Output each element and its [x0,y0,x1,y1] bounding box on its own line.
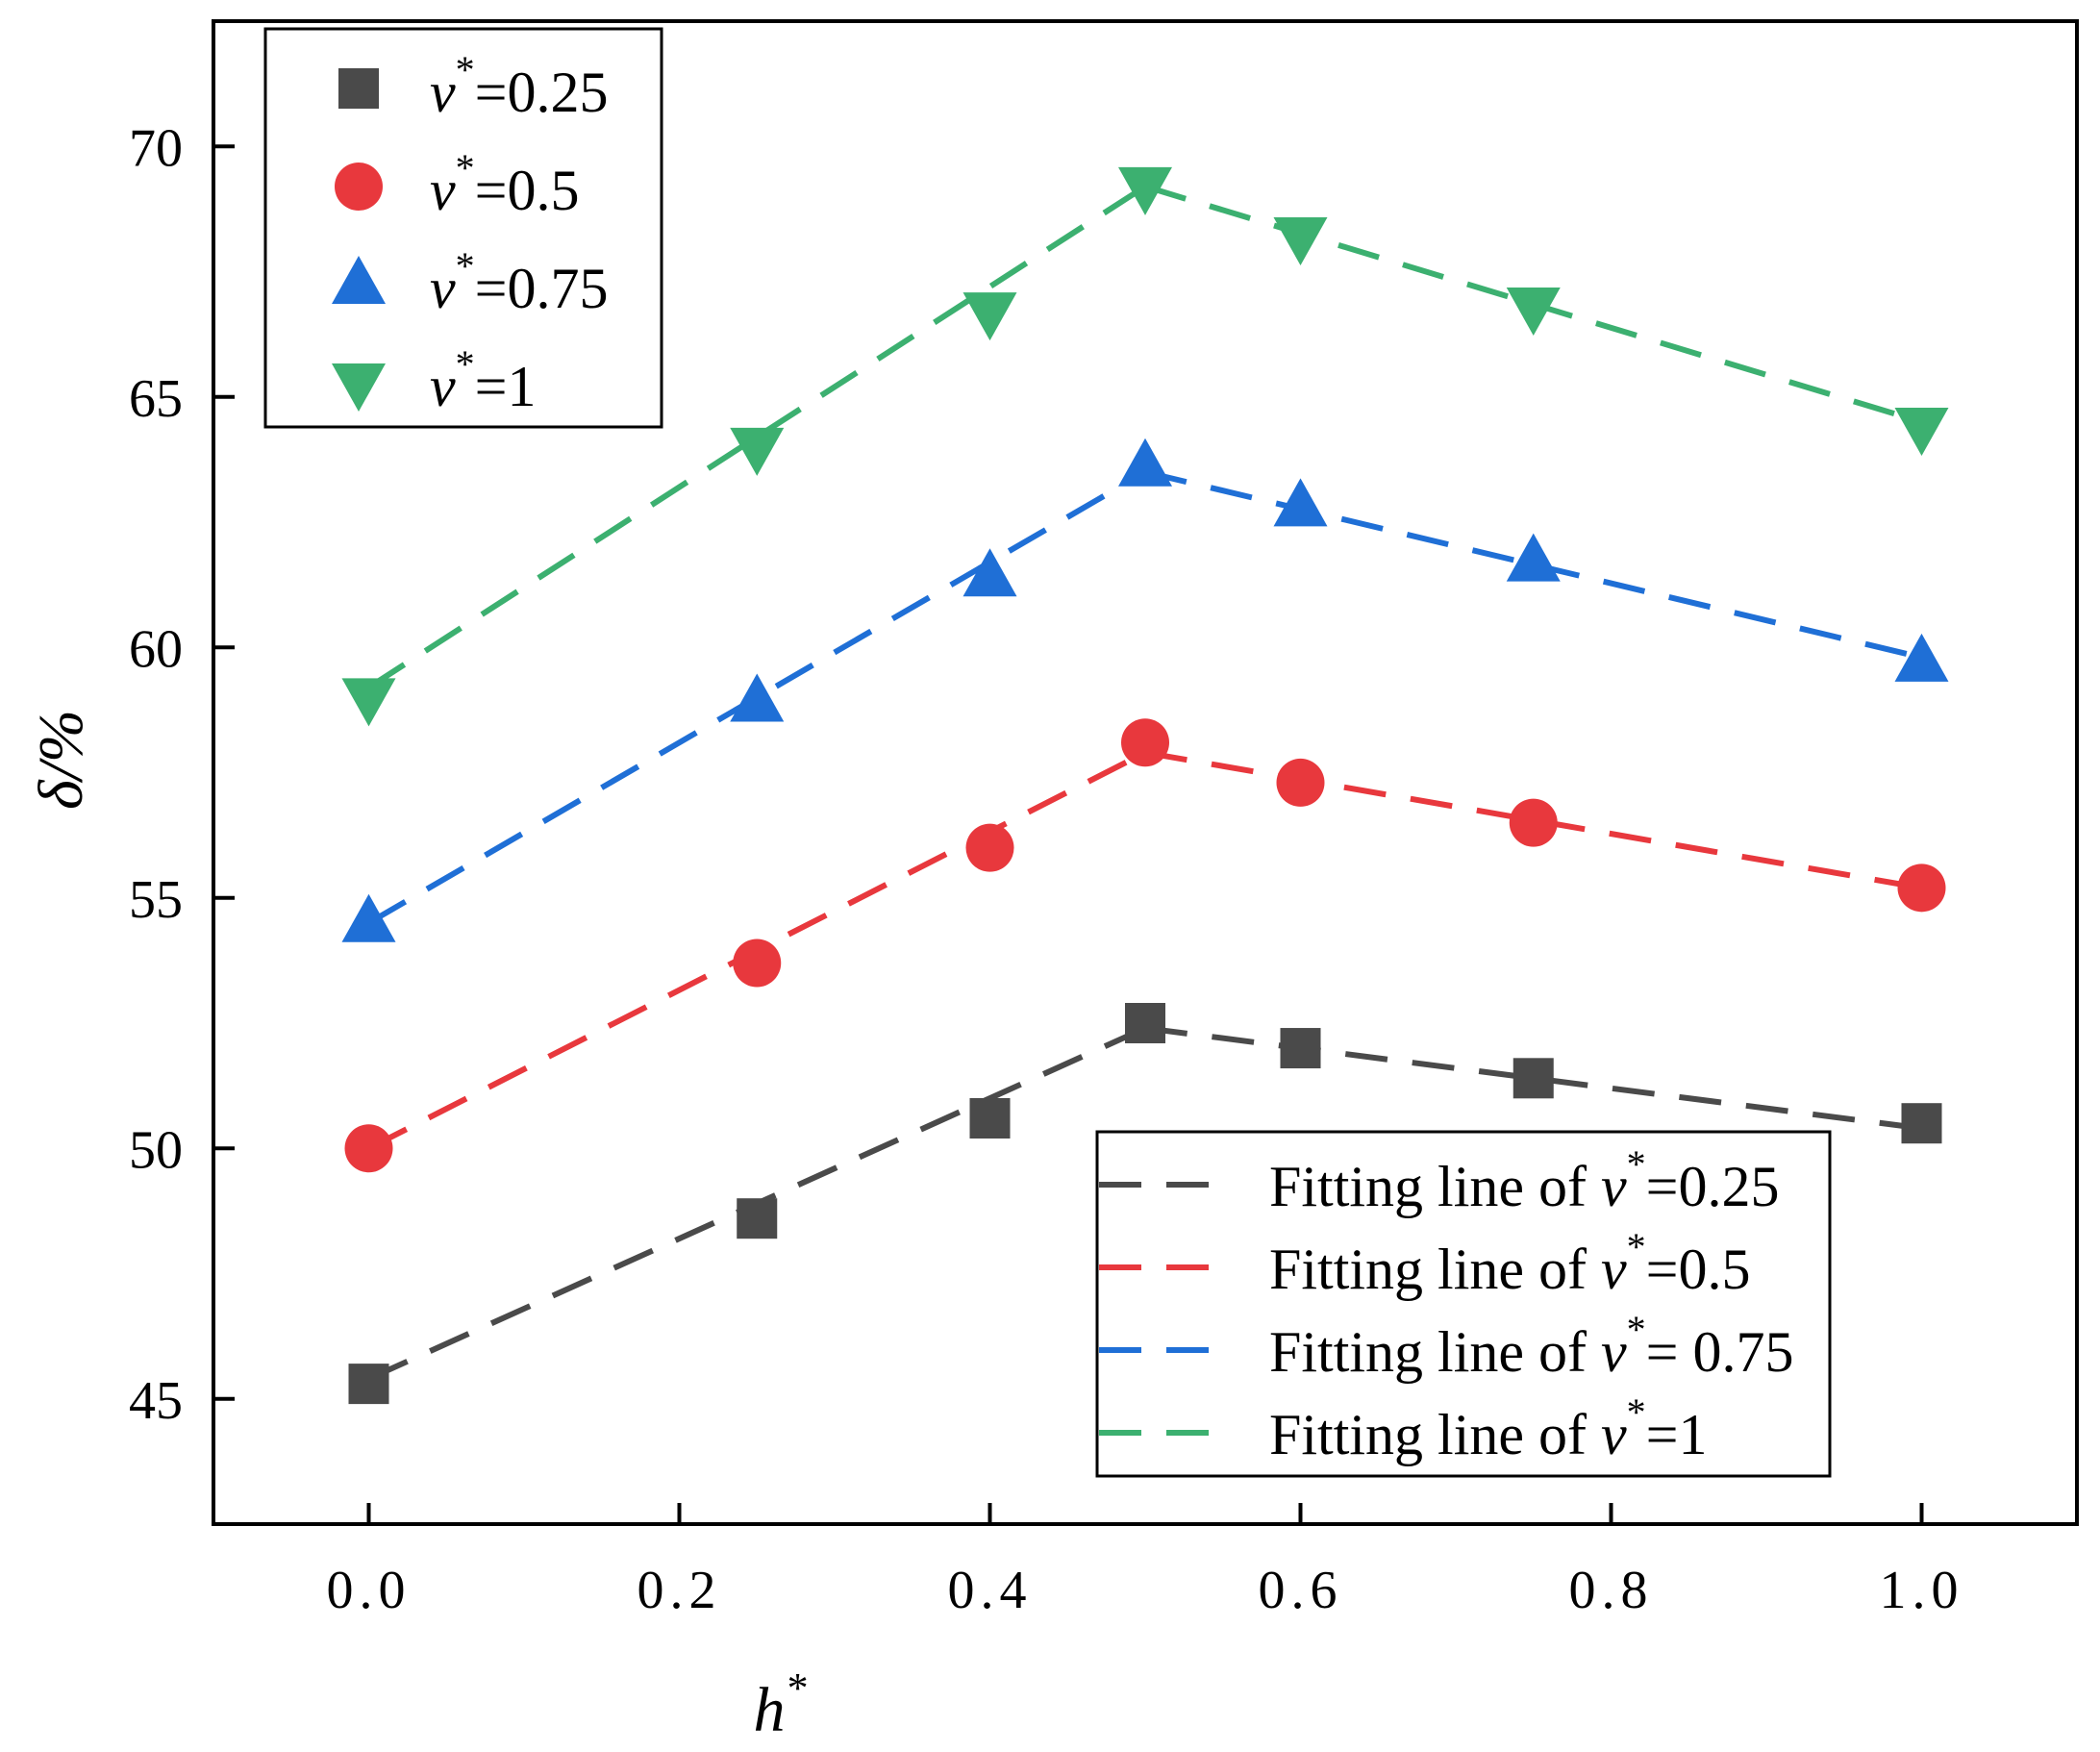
legend-fit-label-3: Fitting line of v*=1 [1269,1390,1707,1466]
fit-line-2-segment-0 [366,469,1147,926]
series-2-point-2 [962,548,1017,597]
y-tick-label-2: 55 [129,870,183,930]
series-0-point-6 [1901,1103,1942,1144]
legend-fit-label-prefix-2: Fitting line of [1269,1320,1601,1384]
fit-line-3-segment-0 [366,184,1147,690]
x-axis-title-main: h [754,1675,786,1745]
legend-series-label-value-3: =1 [475,355,537,418]
series-0-point-2 [969,1097,1011,1139]
series-2-point-6 [1894,633,1949,682]
series-3-point-3 [1118,166,1172,215]
legend-series-label-var-0: v [430,61,456,124]
x-tick-label-1: 0.2 [638,1561,722,1620]
series-2-point-3 [1118,438,1172,487]
legend-fit-label-var-3: v [1601,1403,1627,1466]
series-1-point-3 [1121,718,1169,767]
series-2-point-1 [730,673,785,722]
legend-series-marker-2 [332,256,386,304]
x-tick-label-0: 0.0 [327,1561,412,1620]
legend-series-marker-3 [332,363,386,412]
series-0-point-5 [1512,1058,1554,1099]
series-1-point-0 [344,1124,393,1173]
data-points [341,166,1949,1405]
series-1-point-6 [1897,863,1946,913]
series-2-point-5 [1506,533,1561,582]
series-0-point-4 [1280,1028,1321,1069]
x-tick-label-3: 0.6 [1259,1561,1343,1620]
legend-series-label-sup-3: * [456,342,475,386]
legend-series-label-var-3: v [430,355,456,418]
legend-fit-label-value-0: =0.25 [1646,1155,1780,1218]
legend-fit-label-2: Fitting line of v*= 0.75 [1269,1308,1793,1384]
legend-fit-label-value-1: =0.5 [1646,1238,1751,1301]
series-0-point-1 [737,1198,778,1239]
series-1-point-2 [965,823,1014,872]
series-3-point-6 [1894,408,1949,457]
legend-series-box [263,27,663,429]
x-axis-ticks: 0.0 0.2 0.4 0.6 0.8 1.0 [327,1503,1964,1620]
series-3-point-5 [1506,287,1561,336]
y-tick-label-5: 70 [129,118,183,178]
legend-fit-label-sup-2: * [1627,1308,1646,1351]
legend-fit-label-0: Fitting line of v*=0.25 [1269,1142,1779,1218]
x-tick-label-4: 0.8 [1569,1561,1654,1620]
series-2-point-0 [341,893,396,942]
y-axis-title: δ/% [26,710,96,810]
legend-fits-box [1095,1130,1832,1478]
series-3-point-1 [730,427,785,476]
y-tick-label-3: 60 [129,619,183,679]
series-3-point-2 [962,292,1017,341]
legend-series-label-sup-1: * [456,146,475,189]
x-tick-label-5: 1.0 [1880,1561,1964,1620]
legend-series-label-3: v*=1 [430,342,536,418]
legend-fit-label-prefix-3: Fitting line of [1269,1403,1601,1466]
series-3-point-4 [1273,217,1328,266]
legend-series-label-sup-2: * [456,244,475,288]
series-3-point-0 [341,678,396,727]
legend-series-label-2: v*=0.75 [430,244,608,320]
legend-fit-label-sup-3: * [1627,1390,1646,1434]
series-1-point-4 [1276,758,1325,807]
y-tick-label-1: 50 [129,1120,183,1180]
legend-fit-label-var-0: v [1601,1155,1627,1218]
series-2-point-4 [1273,478,1328,527]
legend-series-label-1: v*=0.5 [430,146,579,222]
legend-fit-label-value-2: = 0.75 [1646,1320,1794,1384]
legend-series-label-var-2: v [430,257,456,320]
legend-fit-label-sup-0: * [1627,1142,1646,1186]
legend-series-marker-0 [338,68,379,109]
legend-series-label-sup-0: * [456,48,475,91]
legend-series-label-value-1: =0.5 [475,159,580,222]
legend-fit-label-prefix-1: Fitting line of [1269,1238,1601,1301]
series-1-point-5 [1509,798,1558,847]
series-0-point-0 [348,1364,389,1405]
x-axis-title: h* [754,1664,807,1745]
y-tick-label-4: 65 [129,369,183,429]
legend-fit-label-sup-1: * [1627,1225,1646,1268]
y-tick-label-0: 45 [129,1371,183,1431]
legend-series: v*=0.25v*=0.5v*=0.75v*=1 [263,27,663,429]
legend-fit-label-var-1: v [1601,1238,1627,1301]
legend-fit-label-var-2: v [1601,1320,1627,1384]
legend-series-label-var-1: v [430,159,456,222]
legend-fit-label-value-3: =1 [1646,1403,1708,1466]
x-axis-title-sup: * [786,1664,807,1712]
y-axis-ticks: 45 50 55 60 65 70 [129,118,235,1431]
legend-series-label-value-2: =0.75 [475,257,609,320]
series-0-point-3 [1125,1003,1165,1043]
legend-fit-label-1: Fitting line of v*=0.5 [1269,1225,1750,1301]
legend-series-marker-1 [335,163,383,211]
series-1-point-1 [733,939,782,988]
legend-fit-label-prefix-0: Fitting line of [1269,1155,1601,1218]
legend-series-label-value-0: =0.25 [475,61,609,124]
x-tick-label-2: 0.4 [948,1561,1033,1620]
legend-series-label-0: v*=0.25 [430,48,608,124]
plot-frame [212,19,2079,1526]
